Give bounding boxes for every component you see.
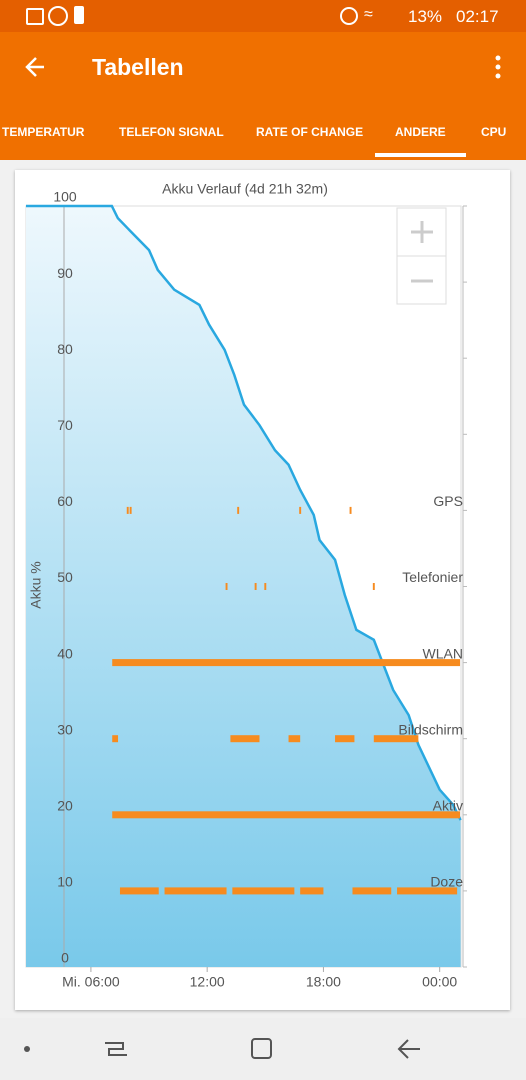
home-button[interactable] bbox=[250, 1037, 274, 1061]
chart: Doze Aktiv Bildschirm WLAN Telefonier GPS 00:0… bbox=[25, 181, 467, 990]
chart-card: Doze Aktiv Bildschirm WLAN Telefonier GPS 00:0… bbox=[15, 170, 510, 1010]
y-tick-label: 30 bbox=[57, 721, 73, 737]
tab[interactable]: TEMPERATUR bbox=[2, 125, 85, 139]
tab-bar: TEMPERATUR TELEFON SIGNAL RATE OF CHANGE AN… bbox=[0, 102, 526, 160]
lane-segment bbox=[254, 583, 257, 590]
whatsapp-icon bbox=[48, 6, 68, 26]
battery-area bbox=[26, 206, 461, 967]
app-title: Tabellen bbox=[92, 54, 184, 80]
lane-segment bbox=[349, 506, 352, 514]
y-tick-label: 70 bbox=[57, 417, 73, 433]
y-tick-label: 20 bbox=[57, 798, 73, 814]
lane-segment bbox=[164, 887, 227, 895]
recents-button[interactable] bbox=[103, 1037, 129, 1061]
y-tick-label: 80 bbox=[57, 341, 73, 357]
y-tick-label: 10 bbox=[57, 874, 73, 890]
x-tick-label: 00:00 bbox=[422, 974, 457, 990]
lane-segment bbox=[225, 583, 228, 590]
lane-label: GPS bbox=[433, 493, 463, 509]
x-tick-label: Mi. 06:00 bbox=[62, 974, 120, 990]
lane-segment bbox=[300, 887, 324, 895]
lane-segment bbox=[352, 887, 392, 895]
tab[interactable]: CPU bbox=[481, 125, 507, 139]
y-tick-label: 60 bbox=[57, 493, 73, 509]
lane-segment bbox=[112, 659, 461, 667]
clock: 02:17 bbox=[456, 7, 499, 26]
back-button[interactable] bbox=[22, 52, 52, 82]
tab-indicator bbox=[375, 153, 466, 157]
y-axis-label: Akku % bbox=[28, 561, 44, 608]
x-tick-label: 18:00 bbox=[306, 974, 341, 990]
lane-segment bbox=[112, 811, 461, 819]
lane-label: Bildschirm bbox=[398, 721, 463, 737]
lane-segment bbox=[299, 506, 302, 514]
lane-segment bbox=[397, 887, 458, 895]
alarm-icon bbox=[340, 7, 358, 25]
lane-segment bbox=[126, 506, 129, 514]
zoom-out[interactable] bbox=[396, 255, 447, 305]
battery-level: 13% bbox=[408, 7, 443, 26]
back-nav-button[interactable] bbox=[396, 1037, 422, 1061]
lane-segment bbox=[237, 506, 240, 514]
lane-segment bbox=[119, 887, 159, 895]
lane-segment bbox=[112, 735, 119, 743]
wifi-icon: ≈ bbox=[364, 6, 373, 23]
y-tick-label: 0 bbox=[61, 950, 69, 966]
menu-button[interactable] bbox=[493, 54, 503, 80]
nav-dot bbox=[24, 1046, 30, 1052]
x-tick-label: 12:00 bbox=[190, 974, 225, 990]
zoom-in[interactable] bbox=[396, 207, 447, 257]
lane-segment bbox=[335, 735, 355, 743]
lane-segment bbox=[288, 735, 301, 743]
gallery-icon bbox=[26, 8, 44, 25]
y-tick-label: 50 bbox=[57, 569, 73, 585]
app-bar: Tabellen bbox=[0, 32, 526, 102]
tab[interactable]: ANDERE bbox=[375, 125, 466, 157]
lane-segment bbox=[129, 506, 132, 514]
tab[interactable]: TELEFON SIGNAL bbox=[119, 125, 224, 139]
chart-title: Akku Verlauf (4d 21h 32m) bbox=[162, 181, 328, 197]
status-bar: ≈ 13% 02:17 bbox=[0, 0, 526, 32]
tab[interactable]: RATE OF CHANGE bbox=[256, 125, 364, 139]
y-tick-label: 40 bbox=[57, 645, 73, 661]
lane-label: Telefonier bbox=[402, 569, 463, 585]
lane-label: Aktiv bbox=[433, 798, 463, 814]
y-tick-label: 100 bbox=[53, 189, 77, 205]
lane-segment bbox=[372, 583, 375, 590]
lane-segment bbox=[230, 735, 260, 743]
nav-bar bbox=[0, 1018, 526, 1080]
lane-label: WLAN bbox=[423, 645, 463, 661]
lane-segment bbox=[232, 887, 295, 895]
lane-segment bbox=[264, 583, 267, 590]
battery-line bbox=[26, 204, 462, 821]
lane-segment bbox=[373, 735, 419, 743]
warning-icon bbox=[74, 6, 84, 24]
y-tick-label: 90 bbox=[57, 265, 73, 281]
lane-label: Doze bbox=[430, 874, 463, 890]
